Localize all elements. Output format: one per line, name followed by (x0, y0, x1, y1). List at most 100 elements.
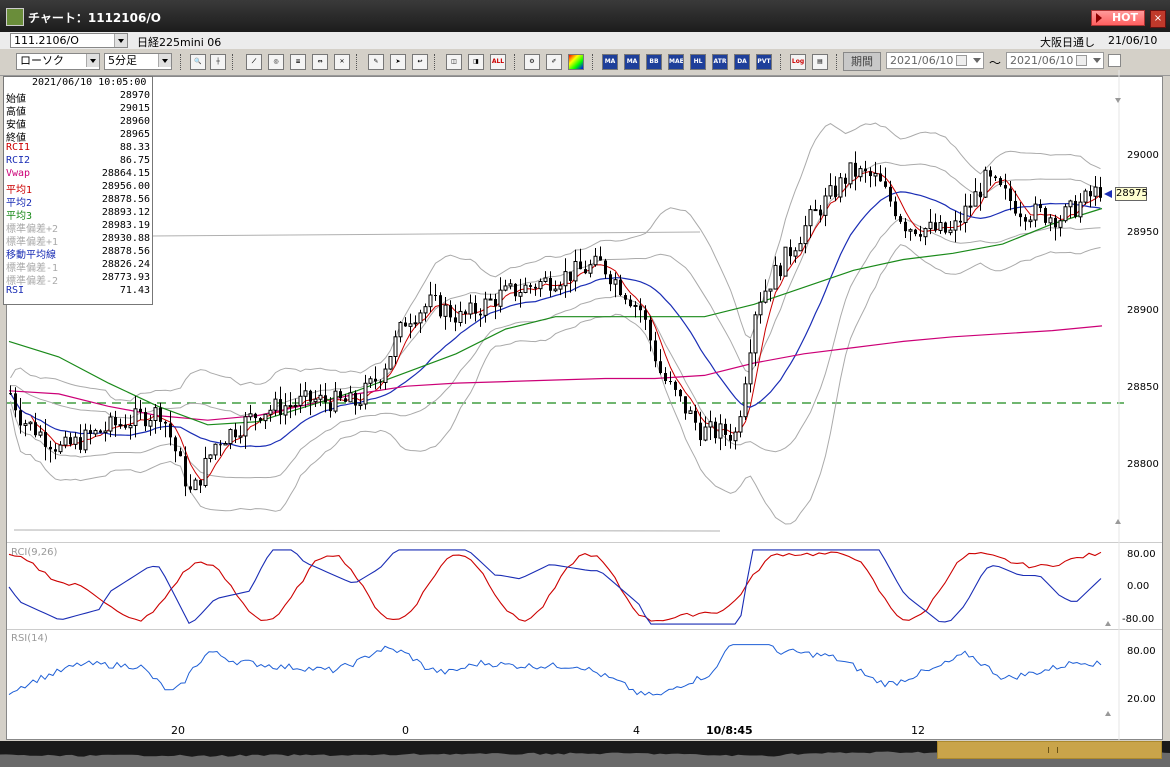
window-icon[interactable]: ▤ (812, 54, 828, 70)
fibonacci-icon[interactable]: ◎ (268, 54, 284, 70)
ma-short-line (10, 170, 1101, 481)
candle-body-down (464, 311, 467, 315)
candle-body-down (654, 340, 657, 362)
hot-button[interactable]: HOT (1091, 10, 1145, 26)
candle-body-down (834, 185, 837, 198)
mae-button[interactable]: MAE (668, 54, 684, 70)
candle-body-down (199, 480, 202, 486)
candle-body-down (789, 247, 792, 257)
candle-body-up (928, 221, 933, 230)
candle-zoom-out-icon[interactable]: ◨ (468, 54, 484, 70)
info-row: 平均1 28956.00 (6, 181, 150, 196)
candle-body-up (848, 162, 853, 185)
candle-body-up (588, 264, 593, 274)
period-button[interactable]: 期間 (843, 52, 881, 71)
toolbar-divider (836, 54, 839, 70)
candle-body-up (28, 421, 33, 425)
date-from-field[interactable]: 2021/06/10 (886, 52, 984, 69)
log-button[interactable]: Log (790, 54, 806, 70)
split-icon[interactable]: ⇔ (312, 54, 328, 70)
candle-body-down (569, 271, 572, 281)
pencil-icon[interactable]: ✎ (368, 54, 384, 70)
candle-body-down (994, 176, 997, 179)
crosshair-icon[interactable]: ┼ (210, 54, 226, 70)
arrow-icon[interactable]: ↩ (412, 54, 428, 70)
calendar-icon[interactable] (1076, 55, 1087, 66)
brush-icon[interactable]: ✐ (546, 54, 562, 70)
chart-type-select[interactable]: ローソク (16, 53, 100, 70)
chevron-down-icon[interactable] (114, 34, 127, 47)
info-row: 標準偏差-2 28773.93 (6, 272, 150, 287)
clear-icon[interactable]: ✕ (334, 54, 350, 70)
auto-update-checkbox[interactable] (1108, 54, 1121, 67)
candle-body-down (309, 390, 312, 402)
reference-line (13, 529, 721, 532)
candle-body-up (423, 306, 428, 314)
toolbar: ローソク 5分足 🔍 ┼ ⟋ ◎ ≡ ⇔ ✕ ✎ ➤ ↩ ◫ ◨ ALL ⚙ ✐… (0, 49, 1170, 76)
zoom-icon[interactable]: 🔍 (190, 54, 206, 70)
candle-body-up (773, 264, 778, 290)
date-to-field[interactable]: 2021/06/10 (1006, 52, 1104, 69)
calendar-icon[interactable] (956, 55, 967, 66)
pvt-button[interactable]: PVT (756, 54, 772, 70)
candle-body-down (44, 432, 47, 447)
toolbar-divider (780, 54, 783, 70)
cursor-icon[interactable]: ➤ (390, 54, 406, 70)
chevron-down-icon[interactable] (973, 58, 981, 63)
candle-body-down (19, 410, 22, 426)
candle-body-up (468, 302, 473, 315)
chevron-down-icon[interactable] (86, 54, 99, 67)
time-tick: 20 (171, 724, 185, 737)
candle-body-down (864, 168, 867, 172)
candle-body-up (263, 413, 268, 422)
chevron-down-icon[interactable] (158, 54, 171, 67)
da-button[interactable]: DA (734, 54, 750, 70)
settings-icon[interactable]: ⚙ (524, 54, 540, 70)
drag-handle-icon[interactable] (1048, 747, 1058, 753)
candle-body-up (383, 368, 388, 384)
candle-body-up (523, 284, 528, 293)
candle-body-down (139, 408, 142, 413)
candle-body-up (518, 291, 523, 297)
candle-body-up (93, 429, 98, 435)
info-row: 標準偏差-1 28826.24 (6, 259, 150, 274)
candle-body-down (14, 393, 17, 411)
hl-button[interactable]: HL (690, 54, 706, 70)
candle-body-up (983, 169, 988, 198)
info-row: RCI2 86.75 (6, 155, 150, 166)
candle-body-down (584, 269, 587, 274)
toolbar-divider (592, 54, 595, 70)
candle-body-up (288, 405, 293, 408)
candle-body-up (268, 409, 273, 415)
color-icon[interactable] (568, 54, 584, 70)
info-row: 移動平均線 28878.56 (6, 246, 150, 261)
candle-body-up (153, 407, 158, 421)
candle-zoom-in-icon[interactable]: ◫ (446, 54, 462, 70)
info-row: RSI 71.43 (6, 285, 150, 296)
candle-body-up (58, 444, 63, 453)
channel-icon[interactable]: ≡ (290, 54, 306, 70)
candle-body-down (889, 186, 892, 202)
rci-lines (8, 549, 1102, 625)
close-button[interactable]: × (1150, 10, 1166, 28)
candle-body-down (9, 393, 12, 395)
ma-button-2[interactable]: MA (624, 54, 640, 70)
trend-tool-icon[interactable]: ⟋ (246, 54, 262, 70)
bb-button[interactable]: BB (646, 54, 662, 70)
symbol-code-select[interactable]: 111.2106/O (10, 33, 128, 48)
candle-body-down (1054, 217, 1057, 228)
candle-body-up (368, 378, 373, 384)
ma-button[interactable]: MA (602, 54, 618, 70)
navigator-scroll-thumb[interactable] (937, 741, 1162, 759)
all-button[interactable]: ALL (490, 54, 506, 70)
window-title: チャート：1112106/O (28, 11, 161, 25)
candle-body-up (613, 279, 618, 285)
chevron-down-icon[interactable] (1093, 58, 1101, 63)
ohlc-info-panel: 2021/06/10 10:05:00 始値 28970 高値 29015 安値 28… (3, 76, 153, 305)
info-timestamp: 2021/06/10 10:05:00 (32, 77, 147, 88)
candle-body-down (919, 234, 922, 237)
atr-button[interactable]: ATR (712, 54, 728, 70)
interval-select[interactable]: 5分足 (104, 53, 172, 70)
candle-body-down (884, 181, 887, 187)
